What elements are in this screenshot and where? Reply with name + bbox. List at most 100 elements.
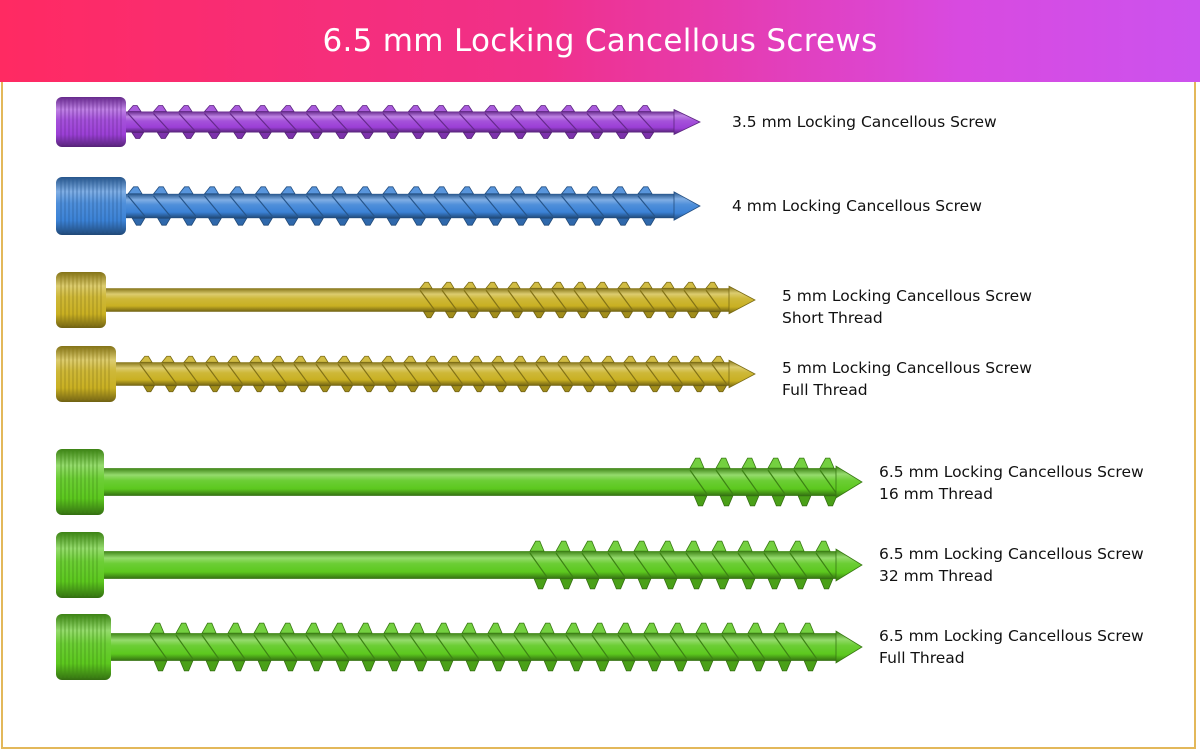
thread-tooth	[663, 578, 678, 590]
thread-tooth	[763, 540, 779, 552]
thread-line	[529, 552, 548, 578]
thread-tooth	[509, 186, 526, 195]
thread-line	[153, 113, 170, 131]
thread-tooth	[767, 457, 783, 469]
thread-tooth	[535, 355, 549, 363]
thread-tooth	[274, 385, 288, 393]
screw-head	[56, 532, 104, 598]
thread-tooth	[205, 660, 220, 672]
thread-line	[229, 195, 248, 217]
thread-tooth	[257, 660, 272, 672]
thread-tooth	[767, 578, 782, 590]
screw-tip	[835, 465, 863, 499]
thread-line	[659, 552, 678, 578]
thread-tooth	[230, 385, 244, 393]
thread-tooth	[156, 217, 172, 226]
screw-2	[56, 177, 701, 235]
thread-tooth	[439, 660, 454, 672]
screw-tip	[673, 191, 701, 221]
thread-tooth	[719, 495, 734, 507]
thread-tooth	[164, 385, 178, 393]
thread-tooth	[611, 105, 627, 112]
thread-line	[408, 113, 425, 131]
screw-head	[56, 177, 126, 235]
thread-line	[721, 634, 740, 660]
thread-line	[227, 634, 246, 660]
thread-tooth	[615, 217, 631, 226]
thread-tooth	[699, 660, 714, 672]
thread-tooth	[387, 660, 402, 672]
thread-tooth	[601, 355, 615, 363]
thread-tooth	[517, 660, 532, 672]
thread-line	[382, 113, 400, 131]
thread-line	[271, 363, 287, 385]
thread-line	[255, 195, 273, 217]
thread-tooth	[253, 622, 269, 634]
screw-shaft	[111, 633, 836, 661]
thread-line	[617, 289, 633, 311]
thread-line	[485, 289, 501, 311]
thread-tooth	[233, 132, 247, 139]
thread-tooth	[279, 622, 295, 634]
thread-tooth	[686, 311, 700, 319]
thread-line	[178, 195, 197, 217]
thread-line	[249, 363, 265, 385]
thread-tooth	[381, 355, 395, 363]
thread-tooth	[309, 660, 324, 672]
thread-line	[747, 634, 766, 660]
thread-tooth	[819, 578, 834, 590]
thread-line	[425, 363, 441, 385]
thread-tooth	[647, 660, 662, 672]
thread-tooth	[419, 281, 433, 289]
thread-tooth	[433, 105, 448, 112]
thread-line	[815, 552, 834, 578]
thread-tooth	[693, 495, 708, 507]
thread-tooth	[384, 385, 398, 393]
thread-tooth	[803, 660, 818, 672]
thread-tooth	[186, 385, 200, 393]
screw-6	[56, 532, 863, 598]
thread-tooth	[305, 105, 321, 112]
thread-line	[561, 195, 579, 217]
thread-tooth	[227, 355, 241, 363]
screw-4	[56, 346, 756, 402]
thread-tooth	[484, 105, 499, 112]
thread-tooth	[422, 311, 436, 319]
thread-tooth	[669, 622, 685, 634]
thread-tooth	[641, 217, 656, 226]
thread-tooth	[695, 622, 711, 634]
thread-tooth	[737, 540, 753, 552]
thread-tooth	[208, 385, 222, 393]
thread-tooth	[437, 217, 452, 226]
thread-tooth	[539, 622, 555, 634]
thread-tooth	[428, 385, 442, 393]
thread-line	[773, 634, 792, 660]
thread-tooth	[331, 186, 347, 195]
thread-line	[357, 113, 374, 131]
thread-tooth	[560, 105, 576, 112]
thread-line	[607, 552, 626, 578]
thread-tooth	[773, 622, 789, 634]
thread-line	[661, 289, 677, 311]
thread-tooth	[590, 217, 605, 226]
thread-tooth	[362, 385, 376, 393]
thread-line	[183, 363, 199, 385]
thread-tooth	[315, 355, 329, 363]
thread-line	[741, 469, 760, 495]
screw-shaft	[104, 551, 836, 579]
thread-line	[435, 634, 454, 660]
thread-tooth	[648, 385, 662, 393]
thread-tooth	[131, 132, 145, 139]
thread-tooth	[411, 132, 425, 139]
thread-line	[551, 289, 567, 311]
thread-line	[227, 363, 243, 385]
thread-line	[643, 634, 662, 660]
thread-tooth	[386, 132, 400, 139]
thread-tooth	[741, 457, 757, 469]
thread-tooth	[607, 540, 623, 552]
thread-tooth	[152, 186, 169, 195]
thread-tooth	[664, 311, 678, 319]
thread-tooth	[532, 311, 546, 319]
screw-head	[56, 614, 111, 680]
thread-tooth	[441, 281, 455, 289]
